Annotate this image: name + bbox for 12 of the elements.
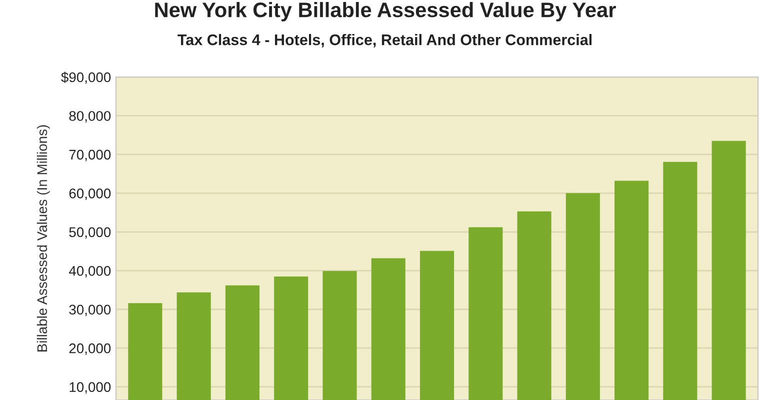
y-axis-title: Billable Assessed Values (In Millions) xyxy=(36,125,50,352)
y-tick-label: 40,000 xyxy=(68,266,111,278)
chart-title: New York City Billable Assessed Value By Year xyxy=(155,2,616,22)
y-tick-label: 30,000 xyxy=(69,304,111,316)
y-tick-label: 60,000 xyxy=(69,188,111,200)
y-tick-label: 80,000 xyxy=(69,111,111,123)
y-tick-label: 70,000 xyxy=(69,150,111,162)
y-tick-label: 50,000 xyxy=(69,227,111,239)
y-tick-label: 10,000 xyxy=(70,382,111,394)
y-tick-label: 20,000 xyxy=(69,343,111,355)
y-tick-label: $90,000 xyxy=(61,72,111,84)
chart-subtitle: Tax Class 4 - Hotels, Office, Retail And Other Commercial xyxy=(178,34,592,48)
